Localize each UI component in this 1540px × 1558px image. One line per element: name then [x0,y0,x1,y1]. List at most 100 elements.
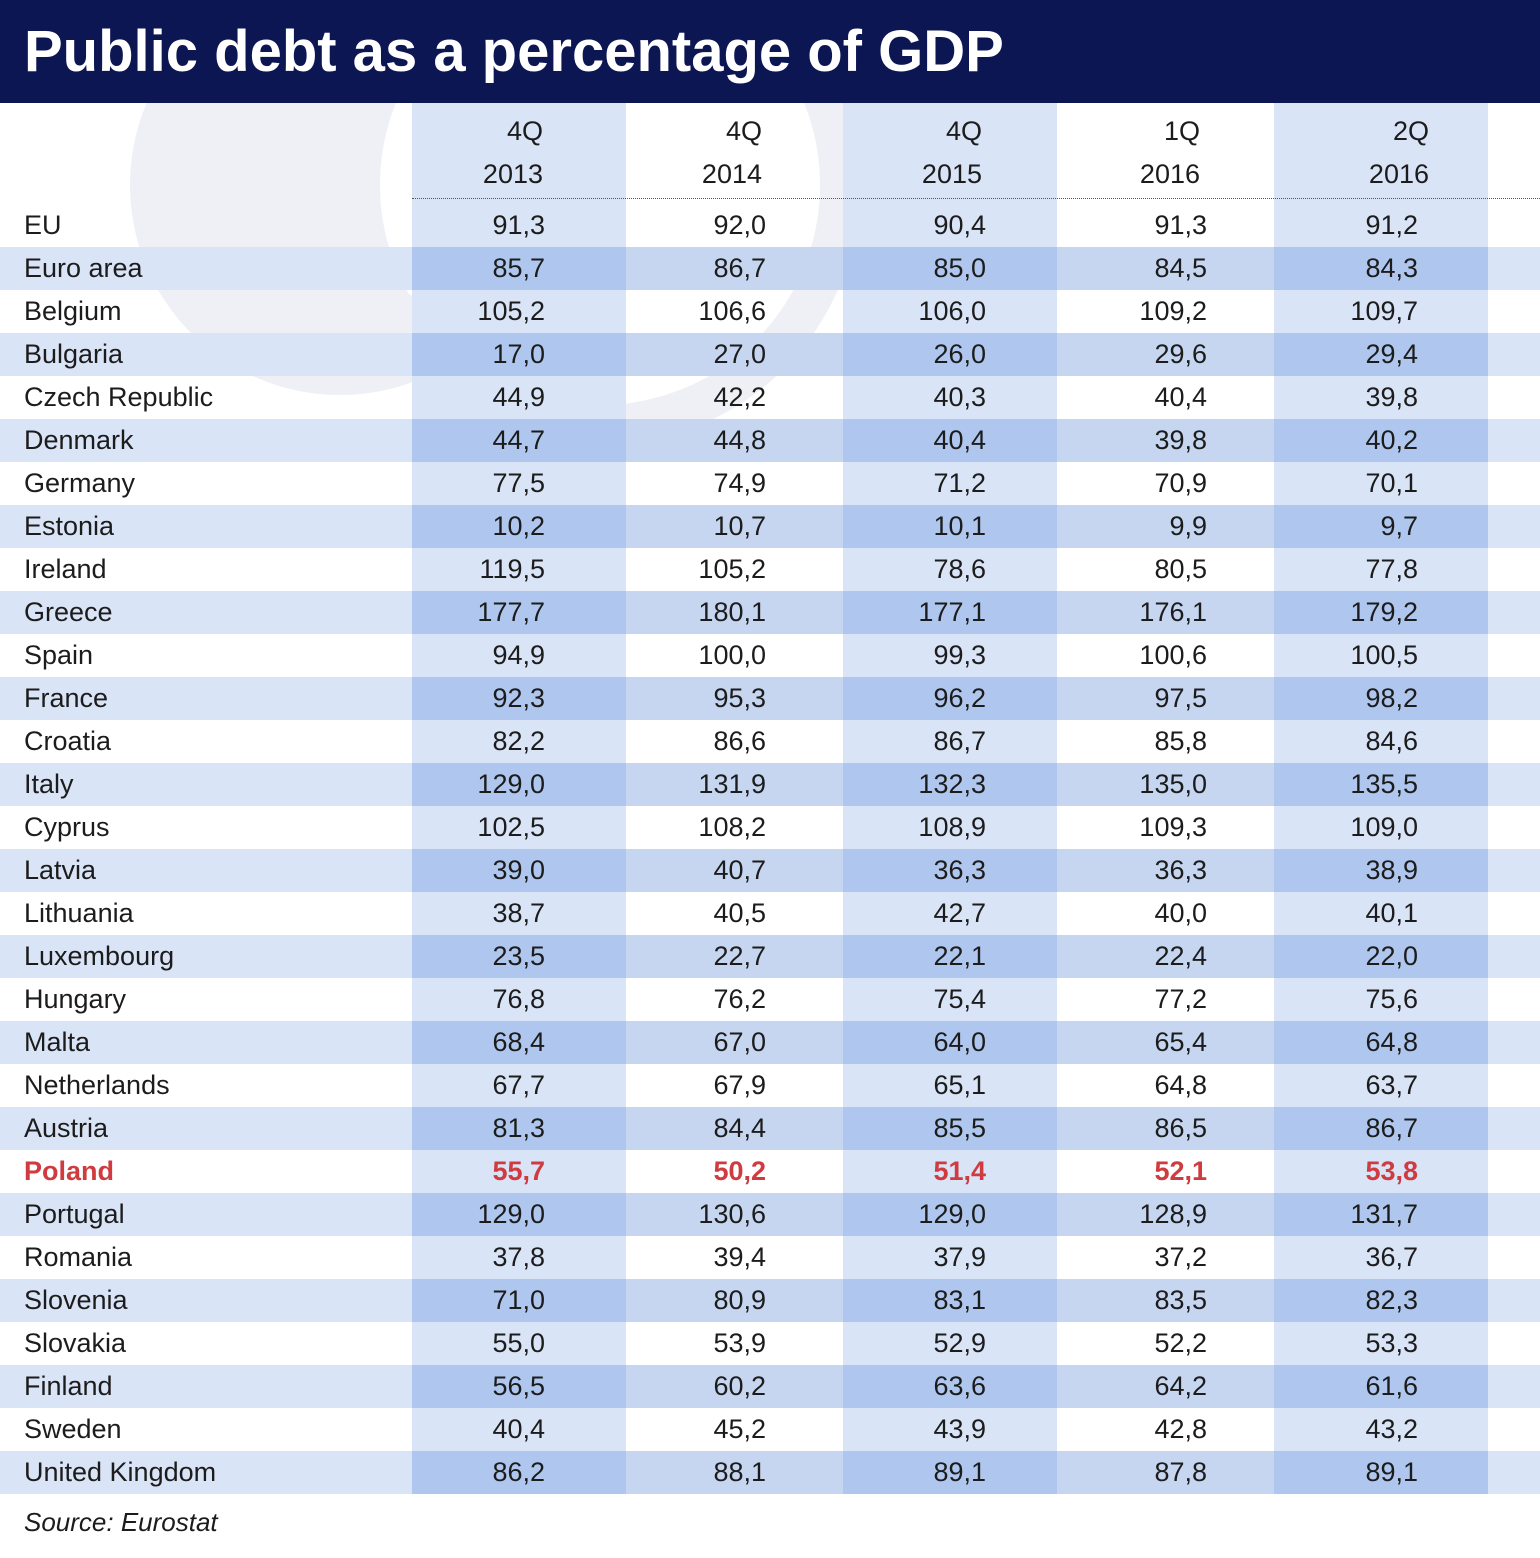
row-label: Italy [24,769,74,799]
table-cell: 74,9 [713,468,766,498]
cell-band [1274,634,1488,677]
table-cell: 71,0 [492,1285,545,1315]
column-header-period: 2Q [1392,116,1429,146]
cell-band [843,1021,1057,1064]
row-label: Euro area [24,253,143,283]
table-cell: 39,0 [492,855,545,885]
table-cell: 40,4 [933,425,986,455]
row-label: Slovakia [24,1328,127,1358]
cell-band [1274,505,1488,548]
table-cell: 45,2 [713,1414,766,1444]
table-cell: 85,5 [933,1113,986,1143]
cell-band [412,892,626,935]
table-cell: 82,2 [492,726,545,756]
table-cell: 42,2 [713,382,766,412]
row-label: Slovenia [24,1285,128,1315]
cell-band [843,677,1057,720]
table-cell: 22,0 [1365,941,1418,971]
table-cell: 65,4 [1154,1027,1207,1057]
table-cell: 130,6 [698,1199,766,1229]
table-cell: 63,6 [933,1371,986,1401]
cell-band [843,634,1057,677]
cell-band [843,1107,1057,1150]
cell-band [1274,1064,1488,1107]
cell-band [1274,892,1488,935]
cell-band [412,290,626,333]
table-cell: 80,5 [1154,554,1207,584]
table-cell: 42,8 [1154,1414,1207,1444]
cell-band [412,462,626,505]
table-cell: 85,8 [1154,726,1207,756]
cell-band [1057,1021,1274,1064]
table-cell: 77,5 [492,468,545,498]
table-cell: 52,9 [933,1328,986,1358]
cell-band [412,376,626,419]
cell-band [412,419,626,462]
cell-band [1274,1193,1488,1236]
cell-band [412,1322,626,1365]
cell-band [1057,333,1274,376]
table-cell: 82,3 [1365,1285,1418,1315]
cell-band [626,419,843,462]
cell-band [626,1279,843,1322]
cell-band [843,204,1057,247]
table-cell: 86,2 [492,1457,545,1487]
column-band [1274,103,1488,204]
column-header-period: 4Q [945,116,982,146]
table-cell: 105,2 [698,554,766,584]
table-cell: 77,8 [1365,554,1418,584]
table-cell: 180,1 [698,597,766,627]
table-cell: 40,4 [1154,382,1207,412]
table-cell: 55,7 [492,1156,545,1186]
cell-band [1274,677,1488,720]
column-header-year: 2013 [482,159,543,189]
table-cell: 63,7 [1365,1070,1418,1100]
table-cell: 84,6 [1365,726,1418,756]
cell-band [1057,1279,1274,1322]
cell-band [412,935,626,978]
row-label: Croatia [24,726,112,756]
row-label: Bulgaria [24,339,124,369]
table-cell: 108,9 [918,812,986,842]
cell-band [843,333,1057,376]
cell-band [1274,1236,1488,1279]
cell-band [412,1451,626,1494]
table-cell: 92,3 [492,683,545,713]
table-cell: 80,9 [713,1285,766,1315]
table-cell: 78,6 [933,554,986,584]
cell-band [843,720,1057,763]
table-cell: 176,1 [1139,597,1207,627]
table-cell: 39,8 [1154,425,1207,455]
table-cell: 177,1 [918,597,986,627]
table-cell: 39,4 [713,1242,766,1272]
table-cell: 109,2 [1139,296,1207,326]
row-label: France [24,683,109,713]
cell-band [843,1451,1057,1494]
cell-band [1057,677,1274,720]
table-cell: 9,7 [1380,511,1418,541]
table-cell: 70,9 [1154,468,1207,498]
cell-band [843,376,1057,419]
table-cell: 52,2 [1154,1328,1207,1358]
cell-band [412,1236,626,1279]
table-cell: 100,5 [1350,640,1418,670]
table-cell: 109,0 [1350,812,1418,842]
row-label: Romania [24,1242,133,1272]
table-cell: 86,7 [1365,1113,1418,1143]
cell-band [626,677,843,720]
cell-band [1274,978,1488,1021]
cell-band [1274,1365,1488,1408]
table-cell: 108,2 [698,812,766,842]
cell-band [843,806,1057,849]
column-band [843,103,1057,204]
column-header: 1Q 2016 [1060,110,1200,196]
row-label: Latvia [24,855,97,885]
table-cell: 84,5 [1154,253,1207,283]
table-cell: 89,1 [1365,1457,1418,1487]
table-cell: 43,2 [1365,1414,1418,1444]
cell-band [843,892,1057,935]
table-cell: 92,0 [713,210,766,240]
cell-band [843,1279,1057,1322]
cell-band [843,290,1057,333]
cell-band [412,1150,626,1193]
